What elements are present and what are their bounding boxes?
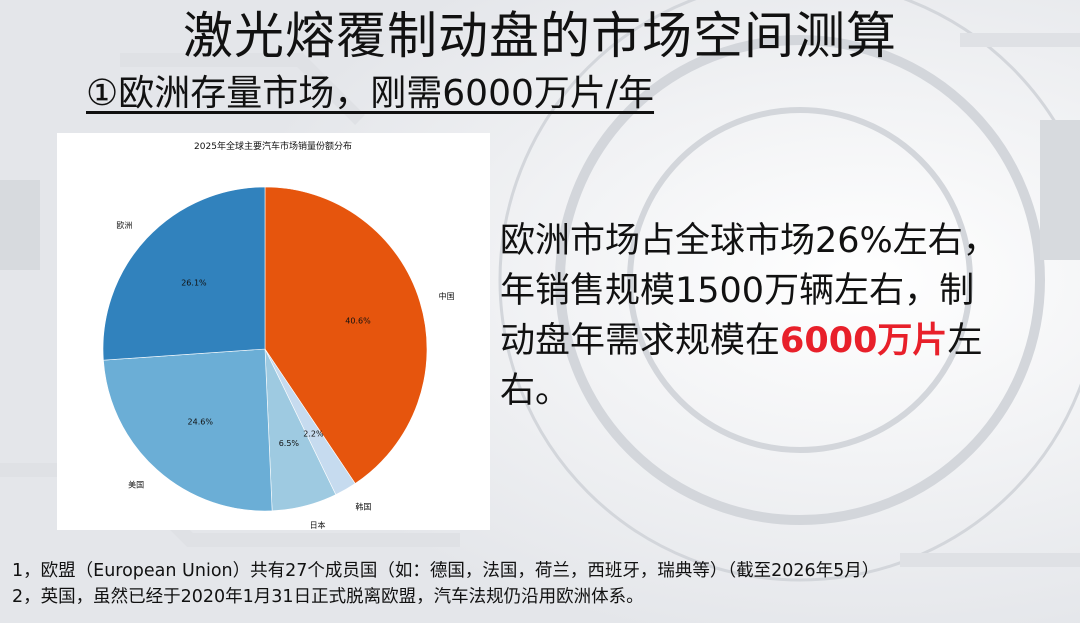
description-line-3: 动盘年需求规模在6000万片左 (500, 316, 1045, 366)
pie-slice-4 (102, 186, 266, 361)
pie-category-label-4: 欧洲 (116, 220, 132, 230)
footnote-2: 2，英国，虽然已经于2020年1月31日正式脱离欧盟，汽车法规仍沿用欧洲体系。 (12, 587, 644, 607)
market-description: 欧洲市场占全球市场26%左右， 年销售规模1500万辆左右，制 动盘年需求规模在… (500, 216, 1045, 416)
slide-title: 激光熔覆制动盘的市场空间测算 (183, 7, 897, 65)
pie-chart-card: 2025年全球主要汽车市场销量份额分布 40.6% 中国 2.2% 韩国 6.5% 日本 2… (57, 133, 490, 530)
pie-value-label-1: 2.2% (303, 429, 324, 438)
footnote-1: 1，欧盟（European Union）共有27个成员国（如：德国，法国，荷兰，… (12, 561, 880, 581)
description-line-4: 右。 (500, 371, 571, 411)
footnotes: 1，欧盟（European Union）共有27个成员国（如：德国，法国，荷兰，… (12, 558, 1077, 610)
pie-value-label-2: 6.5% (279, 439, 300, 448)
pie-slice-0 (264, 186, 428, 484)
description-line-2: 年销售规模1500万辆左右，制 (500, 271, 975, 311)
demand-highlight: 6000万片 (780, 321, 948, 361)
pie-value-label-3: 24.6% (188, 418, 214, 427)
pie-value-label-0: 40.6% (345, 317, 371, 326)
pie-value-label-4: 26.1% (181, 279, 207, 288)
description-line-3-end: 左 (947, 321, 983, 361)
slide-subtitle: ①欧洲存量市场，刚需6000万片/年 (86, 73, 655, 114)
chart-title: 2025年全球主要汽车市场销量份额分布 (194, 140, 352, 152)
pie-slice-3 (103, 348, 273, 512)
pie-category-label-0: 中国 (439, 291, 455, 301)
description-line-1: 欧洲市场占全球市场26%左右， (500, 221, 998, 261)
pie-category-label-2: 日本 (310, 520, 326, 530)
pie-chart: 2025年全球主要汽车市场销量份额分布 40.6% 中国 2.2% 韩国 6.5% 日本 2… (102, 140, 455, 530)
pie-category-label-3: 美国 (128, 479, 144, 489)
pie-category-label-1: 韩国 (355, 501, 371, 511)
description-line-3-start: 动盘年需求规模在 (500, 321, 781, 361)
